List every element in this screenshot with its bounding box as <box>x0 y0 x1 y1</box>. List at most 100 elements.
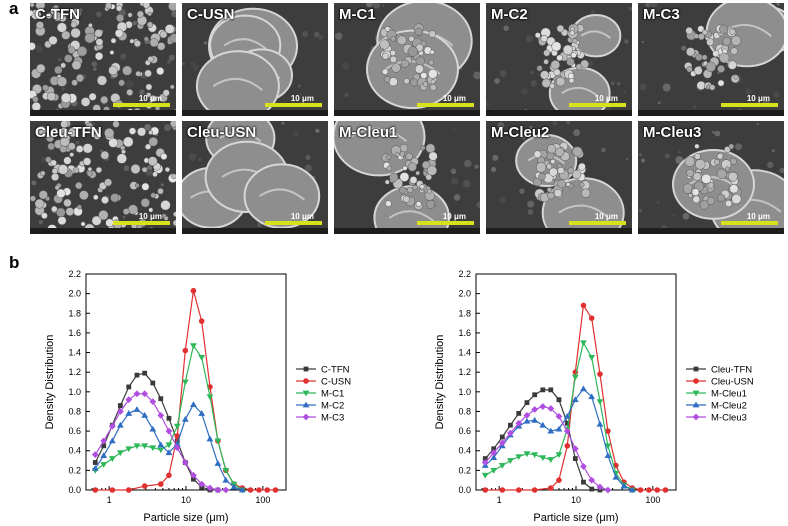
y-tick-label: 0.8 <box>68 406 81 416</box>
data-point <box>206 484 214 492</box>
data-point <box>150 380 156 386</box>
data-point <box>206 394 214 401</box>
data-point <box>166 472 172 479</box>
sem-sample-label: C-USN <box>187 6 235 23</box>
data-point <box>555 452 563 459</box>
data-point <box>198 480 206 488</box>
data-point <box>158 396 164 402</box>
data-point <box>222 467 230 474</box>
sem-sample-label: M-Cleu1 <box>339 124 398 141</box>
data-point <box>149 425 157 432</box>
legend-entry: M-Cleu1 <box>711 389 747 400</box>
data-point <box>272 487 279 493</box>
data-series <box>91 401 246 493</box>
sem-sample-label: M-C3 <box>643 6 680 23</box>
data-point <box>165 449 173 456</box>
data-point <box>141 390 149 398</box>
data-point <box>190 343 197 350</box>
data-point <box>302 413 310 421</box>
y-tick-label: 2.0 <box>68 289 81 299</box>
legend-entry: Cleu-USN <box>711 377 754 388</box>
data-point <box>481 472 489 479</box>
sem-info-strip <box>30 228 176 234</box>
sem-micrograph <box>335 3 480 116</box>
data-point <box>604 443 612 450</box>
x-axis-label: Particle size (μm) <box>533 512 618 524</box>
data-point <box>141 443 149 450</box>
data-point <box>165 442 173 449</box>
data-point <box>230 483 238 490</box>
y-tick-label: 0.0 <box>458 485 471 495</box>
data-point <box>531 452 539 459</box>
data-point <box>540 387 546 393</box>
sem-info-strip <box>30 110 176 116</box>
data-point <box>571 445 579 453</box>
data-point <box>116 421 124 428</box>
data-point <box>482 456 488 461</box>
data-point <box>523 411 531 419</box>
y-tick-label: 2.0 <box>458 289 471 299</box>
sem-info-strip <box>334 110 480 116</box>
data-point <box>238 486 246 493</box>
legend-entry: Cleu-TFN <box>711 365 752 376</box>
data-point <box>133 390 141 398</box>
series-line <box>94 372 218 491</box>
sem-micrograph <box>638 122 784 234</box>
data-point <box>256 487 262 493</box>
sem-micrograph <box>486 6 632 116</box>
scale-bar <box>265 221 322 225</box>
data-point <box>515 419 523 427</box>
sem-info-strip <box>486 110 632 116</box>
data-point <box>564 420 570 426</box>
data-point <box>580 463 587 470</box>
data-point <box>222 486 230 494</box>
data-point <box>507 422 513 428</box>
scale-bar-label: 10 μm <box>138 212 162 221</box>
legend-entry: M-C3 <box>321 413 344 424</box>
y-tick-label: 0.6 <box>68 426 81 436</box>
data-point <box>637 487 644 493</box>
data-point <box>588 315 595 321</box>
sem-micrograph <box>639 3 784 116</box>
y-tick-label: 2.2 <box>458 269 471 279</box>
data-point <box>555 412 563 420</box>
scale-bar-label: 10 μm <box>138 94 162 103</box>
sem-sample-label: Cleu-TFN <box>35 124 102 141</box>
data-point <box>531 487 538 493</box>
scale-bar <box>417 103 474 107</box>
sem-image-tile: Cleu-TFN 10 μm <box>30 121 176 234</box>
data-point <box>693 366 699 372</box>
data-point <box>264 487 271 493</box>
data-point <box>173 423 181 430</box>
data-point <box>499 487 506 493</box>
sem-image-tile: M-Cleu1 10 μm <box>334 121 480 234</box>
data-point <box>91 451 99 459</box>
data-point <box>490 454 498 460</box>
data-point <box>490 467 498 474</box>
legend-entry: M-Cleu3 <box>711 413 747 424</box>
scale-bar <box>113 221 170 225</box>
legend-entry: M-C1 <box>321 389 344 400</box>
data-point <box>563 412 571 419</box>
data-point <box>190 287 197 294</box>
y-tick-label: 1.2 <box>68 367 81 377</box>
data-point <box>214 438 222 445</box>
scale-bar <box>417 221 474 225</box>
data-point <box>108 437 116 444</box>
data-point <box>214 460 222 466</box>
data-point <box>532 392 538 398</box>
data-point <box>91 465 99 471</box>
data-point <box>523 417 531 424</box>
y-tick-label: 0.2 <box>68 465 81 475</box>
sem-info-strip <box>334 228 480 234</box>
sem-micrograph <box>30 3 176 116</box>
data-point <box>173 444 181 452</box>
y-tick-label: 0.4 <box>458 446 471 456</box>
data-point <box>117 403 123 408</box>
data-point <box>157 441 165 448</box>
scale-bar-label: 10 μm <box>746 94 770 103</box>
density-chart-control: 0.0 0.2 0.4 0.6 0.8 1.0 1.2 1.4 1.6 1.8 2.0 2.2 1 10 1… <box>44 269 351 524</box>
x-tick-label: 10 <box>571 495 581 505</box>
data-point <box>654 487 661 493</box>
data-point <box>620 482 628 489</box>
